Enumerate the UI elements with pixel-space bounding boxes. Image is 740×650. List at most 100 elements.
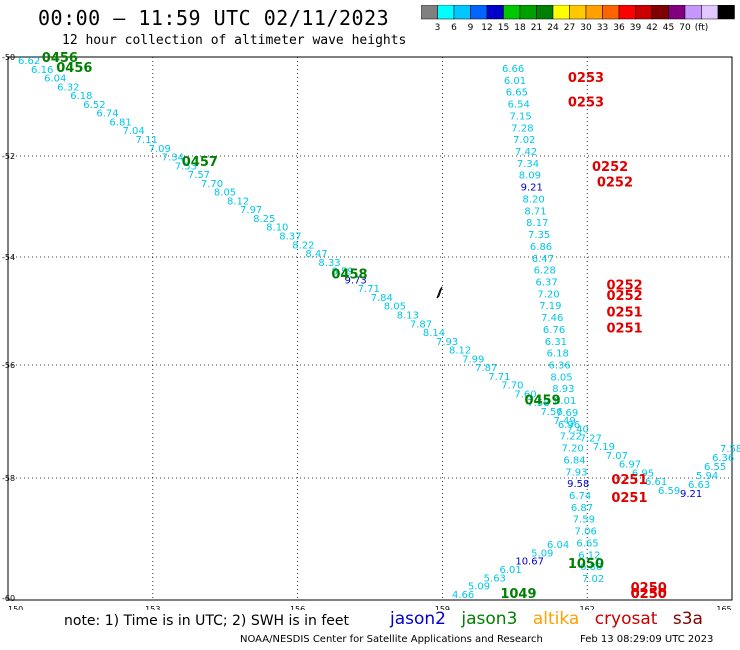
swh-value: 4.66: [452, 590, 474, 601]
swh-value: 6.47: [532, 254, 554, 265]
satellite-cryosat: cryosat: [594, 609, 658, 629]
swh-value: 7.07: [606, 451, 628, 462]
swh-value: 6.61: [645, 477, 667, 488]
swh-value: 8.05: [214, 188, 236, 199]
scale-label: 3: [435, 23, 441, 33]
swh-value: 7.70: [501, 381, 523, 392]
swh-value: 7.35: [528, 230, 550, 241]
track-time-label: 0250: [631, 587, 667, 602]
swh-value: 6.87: [571, 503, 593, 514]
satellite-jason2: jason2: [390, 609, 446, 629]
swh-value: 9.73: [345, 275, 367, 286]
swh-value: 7.60: [514, 389, 536, 400]
swh-value: 7.06: [575, 527, 597, 538]
swh-value: 7.71: [358, 284, 380, 295]
scale-swatch: [717, 5, 735, 20]
lat-label: -56: [2, 361, 15, 370]
swh-value: 7.93: [436, 337, 458, 348]
swh-value: 7.27: [580, 433, 602, 444]
swh-value: 8.59: [331, 267, 353, 278]
swh-value: 6.31: [545, 337, 567, 348]
swh-value: 6.81: [109, 117, 131, 128]
swh-value: 7.57: [188, 170, 210, 181]
scale-label: 18: [514, 23, 526, 33]
scale-label: 36: [613, 23, 625, 33]
swh-value: 8.05: [550, 372, 572, 383]
track-time-label: 0251: [611, 473, 647, 488]
satellite-legend: jason2 jason3 altika cryosat s3a: [390, 609, 713, 629]
swh-value: 8.14: [423, 328, 445, 339]
track-time-label: 0250: [631, 581, 667, 596]
swh-value: 6.12: [578, 550, 600, 561]
footer-note: note: 1) Time is in UTC; 2) SWH is in fe…: [64, 613, 350, 629]
swh-value: 7.42: [515, 147, 537, 158]
map-subtitle: 12 hour collection of altimeter wave hei…: [62, 33, 407, 48]
satellite-altika: altika: [532, 609, 580, 629]
swh-value: 8.20: [522, 194, 544, 205]
scale-label: 42: [646, 23, 657, 33]
swh-value: 7.99: [462, 354, 484, 365]
track-time-label: 0250: [631, 587, 667, 602]
swh-value: 6.88: [580, 562, 602, 573]
track-time-label: 0253: [568, 71, 604, 86]
wave-height-map: -50 -52 -54 -56 -58 -60 150 153 156 159 162 165 6.62…: [2, 51, 740, 610]
swh-value: 6.76: [543, 325, 565, 336]
swh-value: 7.09: [149, 144, 171, 155]
swh-value: 6.37: [535, 277, 557, 288]
swh-value: 6.65: [576, 538, 598, 549]
swh-value: 7.28: [511, 123, 533, 134]
swh-value: 8.17: [526, 218, 548, 229]
swh-value: 6.18: [70, 91, 92, 102]
island-outline: [436, 286, 443, 299]
swh-value: 6.28: [534, 266, 556, 277]
track-time-label: 1049: [500, 587, 536, 602]
swh-value: 7.49: [554, 416, 576, 427]
map-title: 00:00 – 11:59 UTC 02/11/2023: [38, 6, 390, 30]
swh-value: 8.12: [227, 196, 249, 207]
swh-value: 7.02: [513, 135, 535, 146]
swh-value: 7.58: [720, 444, 740, 455]
track-time-label: 0251: [607, 322, 643, 337]
swh-value: 7.15: [509, 111, 531, 122]
swh-value: 9.21: [680, 489, 702, 500]
lon-label: 150: [8, 605, 23, 610]
swh-value: 7.58: [527, 398, 549, 409]
lat-label: -54: [2, 253, 15, 262]
swh-value: 8.93: [552, 384, 574, 395]
swh-value: 8.25: [253, 214, 275, 225]
track-time-label: 0252: [607, 278, 643, 293]
swh-value: 7.20: [537, 289, 559, 300]
swh-value: 8.13: [397, 310, 419, 321]
swh-value: 6.18: [547, 349, 569, 360]
track-time-label: 0253: [568, 96, 604, 111]
scale-label: 15: [498, 23, 509, 33]
track-time-label: 0252: [607, 289, 643, 304]
swh-value: 6.04: [547, 540, 569, 551]
swh-value: 6.54: [508, 100, 530, 111]
swh-value: 6.74: [96, 109, 118, 120]
scale-label: 9: [468, 23, 474, 33]
swh-value: 7.56: [540, 407, 562, 418]
swh-value: 6.36: [549, 361, 571, 372]
swh-value: 6.84: [563, 455, 585, 466]
swh-value: 6.32: [57, 82, 79, 93]
swh-value: 7.97: [240, 205, 262, 216]
swh-value: 6.01: [500, 565, 522, 576]
track-time-label: 0459: [524, 394, 560, 409]
swh-value: 5.94: [696, 471, 718, 482]
swh-value: 6.96: [558, 420, 580, 431]
swh-value: 8.10: [266, 223, 288, 234]
scale-label: 33: [597, 23, 608, 33]
satellite-s3a: s3a: [672, 609, 703, 629]
swh-value: 8.05: [384, 302, 406, 313]
swh-value: 6.04: [44, 74, 66, 85]
swh-value: 7.22: [560, 432, 582, 443]
swh-value: 6.65: [506, 88, 528, 99]
track-time-label: 0251: [611, 491, 647, 506]
track-time-label: 0252: [597, 175, 633, 190]
swh-value: 7.93: [565, 467, 587, 478]
swh-value: 7.19: [539, 301, 561, 312]
lon-label: 165: [716, 605, 731, 610]
satellite-jason3: jason3: [461, 609, 518, 629]
scale-label: 45: [663, 23, 674, 33]
